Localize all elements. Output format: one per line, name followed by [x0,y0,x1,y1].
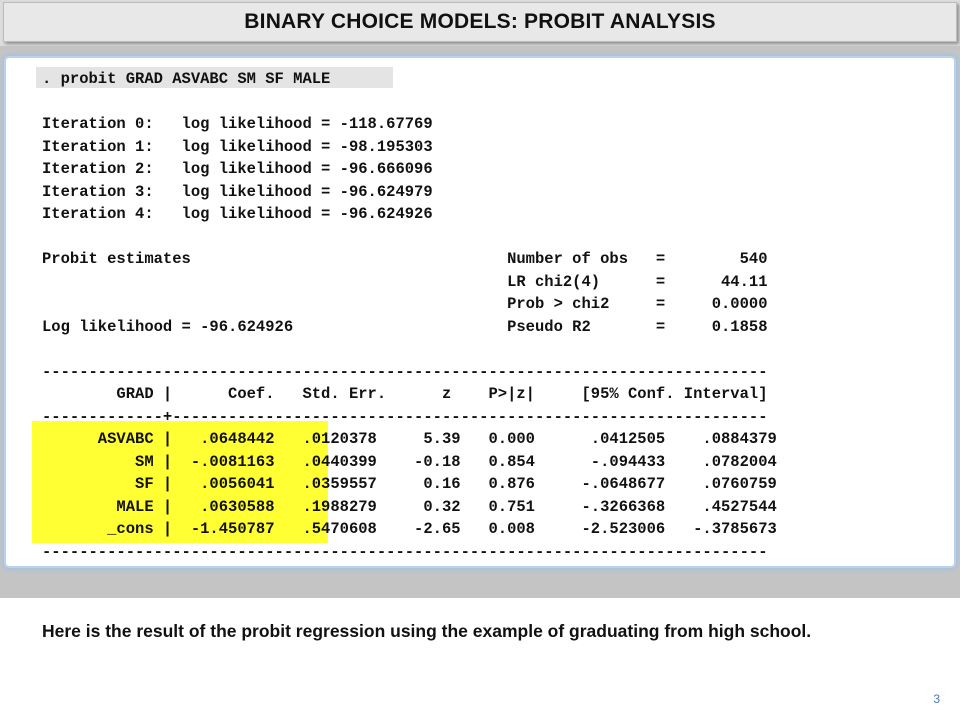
output-line [42,226,777,249]
output-line: Log likelihood = -96.624926 Pseudo R2 = … [42,317,768,336]
output-line: Probit estimates Number of obs = 540 [42,250,768,268]
stata-output: . probit GRAD ASVABC SM SF MALE Iteration… [42,68,777,563]
output-line: Iteration 3: log likelihood = -96.624979 [42,182,433,201]
output-line: GRAD | Coef. Std. Err. z P>|z| [95% Conf… [42,385,768,403]
output-line: Iteration 0: log likelihood = -118.67769 [42,115,433,133]
output-line: SF | .0056041 .0359557 0.16 0.876 -.0648… [42,475,777,493]
slide-caption: Here is the result of the probit regress… [42,621,812,641]
output-line [42,338,777,361]
output-line [42,91,777,114]
output-line: ----------------------------------------… [42,362,768,381]
title-box: BINARY CHOICE MODELS: PROBIT ANALYSIS [3,2,957,42]
output-line: _cons | -1.450787 .5470608 -2.65 0.008 -… [42,520,777,538]
command-line: . probit GRAD ASVABC SM SF MALE [42,70,331,88]
output-line: Iteration 1: log likelihood = -98.195303 [42,137,433,156]
output-line: Iteration 2: log likelihood = -96.666096 [42,160,433,178]
output-line: SM | -.0081163 .0440399 -0.18 0.854 -.09… [42,452,777,471]
output-line: MALE | .0630588 .1988279 0.32 0.751 -.32… [42,497,777,516]
command-background [36,67,393,88]
page-number: 3 [933,692,940,706]
coefficient-highlight [32,421,328,543]
title-band: BINARY CHOICE MODELS: PROBIT ANALYSIS [0,0,960,46]
output-line: LR chi2(4) = 44.11 [42,272,768,291]
output-line: ----------------------------------------… [42,542,768,561]
output-line: ASVABC | .0648442 .0120378 5.39 0.000 .0… [42,430,777,448]
output-line: -------------+--------------------------… [42,407,768,426]
output-line: Iteration 4: log likelihood = -96.624926 [42,205,433,223]
output-line: Prob > chi2 = 0.0000 [42,295,768,313]
slide-title: BINARY CHOICE MODELS: PROBIT ANALYSIS [244,10,716,33]
